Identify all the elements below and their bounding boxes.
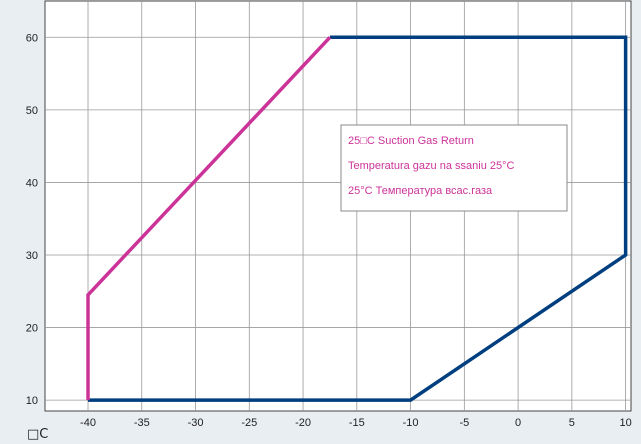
x-tick-label: -40 (80, 417, 96, 429)
y-tick-label: 30 (26, 250, 38, 262)
x-tick-label: -30 (188, 417, 204, 429)
legend: 25□C Suction Gas Return Temperatura gazu … (340, 124, 568, 212)
y-tick-label: 20 (26, 323, 38, 335)
unit-label: □C (27, 427, 48, 442)
y-tick-label: 50 (26, 105, 38, 117)
series-line-2 (86, 36, 332, 401)
x-tick-label: -5 (459, 417, 469, 429)
x-tick-label: 5 (569, 417, 575, 429)
y-tick-label: 10 (26, 395, 38, 407)
series-line-1 (88, 35, 628, 402)
legend-entry: 25□C Suction Gas Return (348, 135, 474, 147)
legend-entry: Temperatura gazu na ssaniu 25°C (348, 160, 514, 172)
legend-box (340, 124, 568, 212)
y-tick-label: 40 (26, 177, 38, 189)
x-tick-label: -20 (295, 417, 311, 429)
x-tick-label: -35 (134, 417, 150, 429)
x-tick-label: -25 (241, 417, 257, 429)
y-tick-label: 60 (26, 32, 38, 44)
x-tick-label: 10 (619, 417, 631, 429)
series-layer (86, 35, 628, 402)
x-tick-label: -15 (349, 417, 365, 429)
legend-entry: 25°C Температура всас.газа (348, 185, 493, 197)
x-tick-label: 0 (515, 417, 521, 429)
tick-labels: -40 -35 -30 -25 -20 -15 -10 -5 0 5 10 10 20 30 40 50 60 (26, 32, 632, 429)
x-tick-label: -10 (403, 417, 419, 429)
